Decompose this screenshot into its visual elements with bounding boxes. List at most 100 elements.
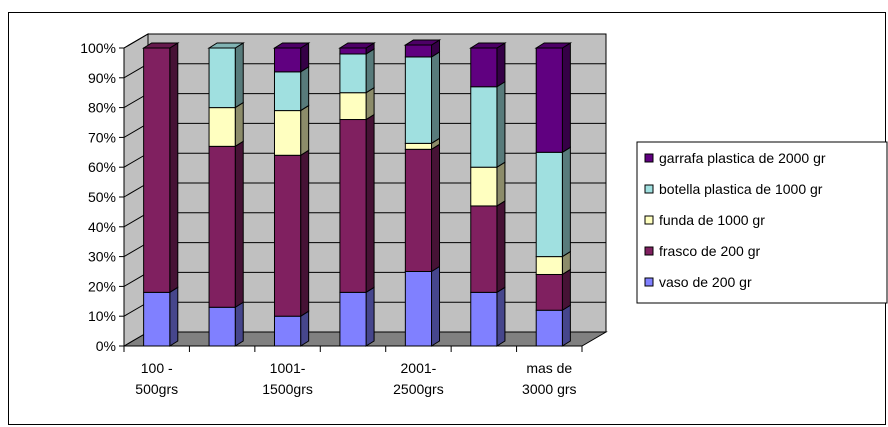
bar-side [431,51,441,145]
bar-front [404,142,433,150]
bar-segment [208,140,244,309]
bar-segment [273,310,310,347]
bar-segment [403,39,442,58]
legend-item: vaso de 200 gr [644,274,752,290]
bar-front [535,151,563,258]
bar-front [273,154,302,317]
y-tick-label: 50% [88,189,116,205]
bar-front [339,92,367,121]
bar-side [234,301,244,347]
bar-side [561,304,571,347]
bar-front [273,110,302,156]
bar-side [300,65,310,112]
bar-side [496,286,506,347]
bar-top [338,42,376,49]
x-tick-label: 100 -500grs [135,360,178,397]
bar-side [234,140,244,309]
bar-front [535,47,563,153]
bar-front [208,145,236,308]
bar-side [431,265,441,347]
bar-front [404,271,433,347]
bar-side [431,143,441,273]
x-tick-label: 1001-1500grs [262,360,313,397]
bar-segment [470,286,506,347]
bar-front [208,47,236,109]
y-tick-label: 40% [88,219,116,235]
bar-segment [469,42,507,88]
bar-top [403,39,442,46]
bar-stack [141,42,180,347]
bar-side [561,268,571,312]
bar-segment [207,42,245,109]
bar-segment [338,42,376,55]
bar-side [300,104,310,157]
bar-front [273,71,302,112]
y-tick-label: 20% [88,278,116,294]
legend-swatch [644,184,654,194]
bar-segment [339,113,375,294]
bar-front [339,47,367,55]
bar-segment [534,42,573,154]
bar-segment [404,51,441,145]
grid-line [123,33,606,49]
bar-segment [273,104,310,157]
legend: garrafa plastica de 2000 gr botella plast… [636,141,888,304]
bar-front [470,86,498,168]
bar-stack [534,42,573,347]
bar-front [339,53,367,94]
bar-front [404,56,433,144]
bar-segment [535,146,571,258]
bar-side [496,200,506,294]
bar-segment [470,161,506,207]
bar-stack [469,42,507,347]
bar-stack [403,39,442,347]
bar-front [339,119,367,293]
bar-side [561,42,571,154]
legend-swatch [644,246,654,256]
bar-segment [141,42,180,294]
bar-stack [272,42,311,347]
legend-label: frasco de 200 gr [659,243,761,259]
bar-segment [535,304,571,347]
bar-stack [207,42,245,347]
x-tick-label: mas de 3000 grs [522,360,576,397]
bar-side [561,146,571,258]
bar-segment [273,149,310,318]
bar-front [470,291,498,347]
bar-side [496,161,506,207]
bar-front [470,166,498,207]
bar-front [470,205,498,293]
bar-top [534,42,573,49]
legend-item: funda de 1000 gr [644,212,765,228]
bar-segment [535,268,571,312]
legend-item: botella plastica de 1000 gr [644,181,823,197]
y-axis: 0% 10% 20% 30% 40% 50% 60% 70% 80% 90% 100% [80,40,125,354]
bar-segment [339,86,375,121]
bar-side [365,48,375,94]
bar-side [169,42,179,294]
x-tick-label: 2001-2500grs [393,360,444,397]
bar-side [496,42,506,88]
bar-segment [404,265,441,347]
bars [141,39,573,347]
bar-front [143,47,171,293]
bar-segment [208,301,244,347]
bar-side [300,310,310,347]
bar-side [496,80,506,169]
bar-stack [338,42,376,347]
bar-segment [273,65,310,112]
y-tick-label: 60% [88,159,116,175]
bar-side [300,149,310,318]
bar-front [535,273,563,311]
bar-side [365,113,375,294]
bar-top [469,42,507,49]
bar-front [404,148,433,273]
legend-swatch [644,215,654,225]
bar-segment [208,101,244,148]
legend-item: frasco de 200 gr [644,243,761,259]
bar-front [535,309,563,347]
y-tick-label: 30% [88,249,116,265]
bar-segment [272,42,311,73]
y-tick-label: 90% [88,70,116,86]
bar-top [272,42,311,49]
